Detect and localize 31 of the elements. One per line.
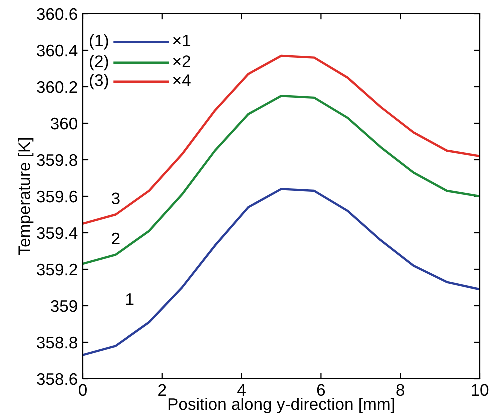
y-tick-label: 360 — [50, 118, 78, 130]
y-tick-label: 358.8 — [37, 336, 78, 349]
y-tick-label: 360.6 — [37, 8, 78, 20]
annotation: (2) — [90, 55, 108, 71]
x-tick-label: 2 — [158, 384, 166, 396]
legend-label: ×2 — [173, 56, 190, 68]
annotation: 3 — [112, 192, 120, 205]
x-tick-label: 6 — [317, 384, 326, 396]
annotation: (3) — [90, 74, 108, 90]
annotation: (1) — [90, 34, 108, 50]
y-tick-label: 359.6 — [37, 190, 78, 203]
x-tick-label: 10 — [472, 384, 489, 396]
y-axis-title: Temperature [K] — [18, 138, 34, 256]
line-series — [83, 188, 480, 356]
y-tick-label: 360.2 — [37, 81, 78, 94]
x-tick-label: 0 — [79, 384, 87, 396]
legend-label: ×1 — [173, 34, 191, 46]
y-tick-label: 359.4 — [37, 227, 78, 240]
x-axis-title: Position along y-direction [mm] — [168, 398, 394, 414]
y-tick-label: 360.4 — [37, 44, 78, 57]
x-tick-label: 8 — [396, 384, 405, 396]
y-tick-label: 358.6 — [37, 373, 78, 386]
legend-label: ×4 — [173, 74, 191, 86]
line-series — [83, 95, 480, 266]
annotation: 1 — [126, 294, 134, 306]
y-tick-label: 359.2 — [37, 264, 78, 276]
x-tick-label: 4 — [238, 384, 246, 396]
y-tick-label: 359.8 — [37, 154, 78, 166]
annotation: 2 — [112, 232, 120, 244]
line-series — [83, 54, 480, 225]
y-tick-label: 359 — [50, 300, 78, 312]
